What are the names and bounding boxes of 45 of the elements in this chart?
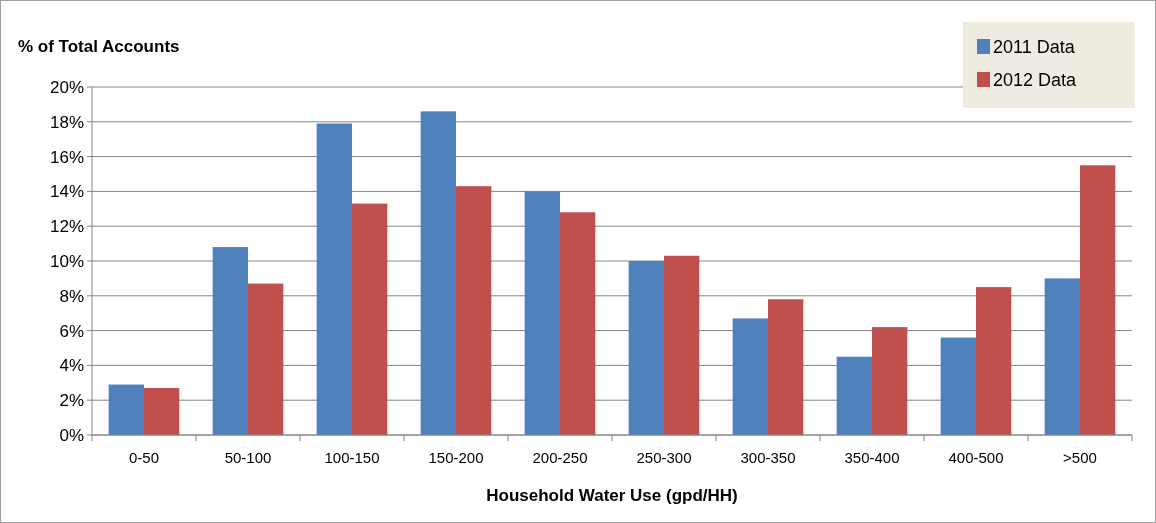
legend-label: 2011 Data bbox=[993, 37, 1076, 58]
bar bbox=[940, 337, 976, 435]
bar bbox=[732, 318, 768, 435]
x-tick-label: 150-200 bbox=[428, 449, 484, 466]
x-tick-label: 250-300 bbox=[636, 449, 692, 466]
x-tick-label: 100-150 bbox=[324, 449, 380, 466]
y-tick-label: 20% bbox=[49, 77, 84, 97]
y-tick-label: 14% bbox=[49, 182, 84, 202]
bar bbox=[976, 287, 1012, 435]
x-tick-label: 200-250 bbox=[532, 449, 588, 466]
y-tick-label: 4% bbox=[59, 356, 84, 376]
x-tick-label: 400-500 bbox=[948, 449, 1004, 466]
y-tick-label: 2% bbox=[59, 391, 84, 411]
y-tick-label: 10% bbox=[49, 251, 84, 271]
bar bbox=[768, 299, 804, 435]
x-tick-label: 50-100 bbox=[224, 449, 272, 466]
bar bbox=[212, 247, 248, 435]
y-tick-label: 18% bbox=[49, 112, 84, 132]
y-tick-label: 12% bbox=[49, 217, 84, 237]
y-tick-label: 16% bbox=[49, 147, 84, 167]
legend-label: 2012 Data bbox=[993, 70, 1078, 91]
bar bbox=[628, 261, 664, 435]
bar bbox=[524, 191, 560, 435]
bar bbox=[420, 111, 456, 435]
x-axis-title: Household Water Use (gpd/HH) bbox=[486, 486, 738, 505]
bar bbox=[1044, 278, 1080, 435]
bar bbox=[108, 384, 144, 435]
y-tick-label: 8% bbox=[59, 286, 84, 306]
y-axis-title: % of Total Accounts bbox=[18, 37, 180, 56]
bar bbox=[144, 388, 180, 435]
bar bbox=[248, 283, 284, 435]
bar bbox=[352, 203, 388, 435]
x-tick-label: 0-50 bbox=[128, 449, 160, 466]
x-tick-label: 300-350 bbox=[740, 449, 796, 466]
y-tick-label: 0% bbox=[59, 425, 84, 445]
bar bbox=[1080, 165, 1116, 435]
bar bbox=[316, 123, 352, 435]
x-tick-label: >500 bbox=[1063, 449, 1097, 466]
bar bbox=[560, 212, 596, 435]
x-tick-label: 350-400 bbox=[844, 449, 900, 466]
bar bbox=[664, 255, 700, 435]
bar bbox=[836, 356, 872, 435]
y-tick-label: 6% bbox=[59, 321, 84, 341]
bar bbox=[456, 186, 492, 435]
bar bbox=[872, 327, 908, 435]
